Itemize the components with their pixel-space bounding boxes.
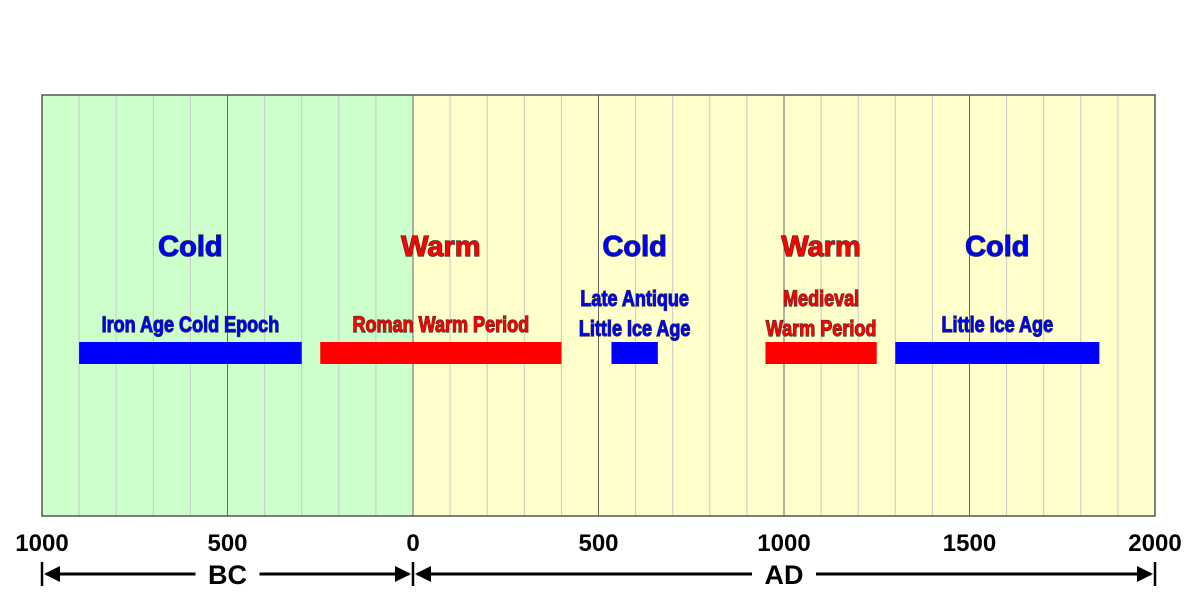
period-label: Little Ice Age — [942, 313, 1054, 337]
period-bar — [611, 342, 658, 364]
period-label: Late Antique — [580, 287, 689, 311]
period-label: Medieval — [783, 287, 859, 311]
period-label: Iron Age Cold Epoch — [102, 313, 280, 337]
period-bar — [320, 342, 562, 364]
x-tick-label: 500 — [578, 530, 618, 557]
period-bar — [765, 342, 877, 364]
climate-label: Cold — [602, 231, 666, 263]
x-tick-label: 1000 — [15, 530, 68, 557]
x-tick-label: 500 — [207, 530, 247, 557]
period-bar — [79, 342, 302, 364]
climate-label: Cold — [158, 231, 222, 263]
era-label: BC — [208, 560, 247, 590]
x-tick-label: 0 — [406, 530, 419, 557]
period-label: Roman Warm Period — [352, 313, 529, 337]
period-label: Warm Period — [766, 317, 877, 341]
climate-label: Warm — [401, 231, 481, 263]
plot-frame — [41, 94, 1156, 517]
arrowhead-left-icon — [415, 566, 431, 582]
x-tick-label: 1000 — [757, 530, 810, 557]
era-label: AD — [765, 560, 804, 590]
x-tick-label: 2000 — [1128, 530, 1181, 557]
x-tick-label: 1500 — [943, 530, 996, 557]
arrowhead-right-icon — [395, 566, 411, 582]
arrowhead-left-icon — [44, 566, 60, 582]
period-bar — [895, 342, 1100, 364]
climate-label: Warm — [781, 231, 861, 263]
arrowhead-right-icon — [1137, 566, 1153, 582]
period-label: Little Ice Age — [579, 317, 691, 341]
climate-label: Cold — [965, 231, 1029, 263]
